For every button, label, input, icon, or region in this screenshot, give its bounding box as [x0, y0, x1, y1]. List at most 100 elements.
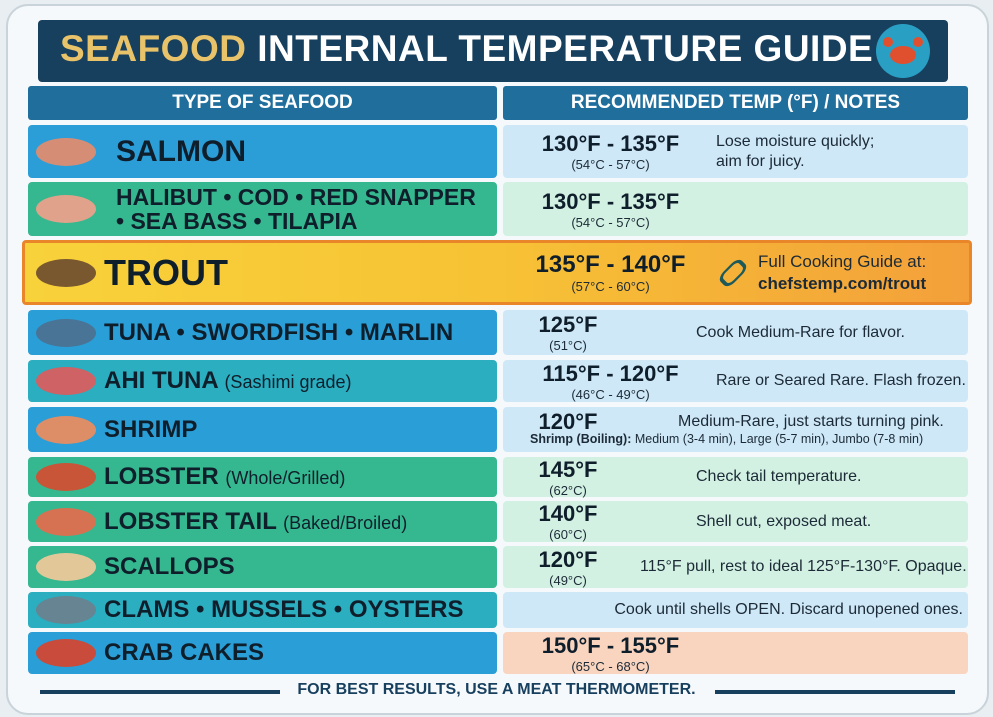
temp-f: 125°F	[538, 312, 598, 337]
footer: FOR BEST RESULTS, USE A MEAT THERMOMETER…	[297, 681, 696, 698]
temp-c: (49°C)	[549, 572, 587, 588]
notes: Full Cooking Guide at: chefstemp.com/trou…	[758, 240, 926, 305]
notes-cell	[503, 546, 968, 588]
temp-block: 145°F (62°C)	[528, 456, 608, 498]
highlight-row	[22, 240, 972, 305]
column-header: RECOMMENDED TEMP (°F) / NOTES	[503, 86, 968, 120]
title-accent: SEAFOOD	[60, 28, 247, 69]
name-cell	[28, 407, 497, 452]
seafood-name: SALMON	[116, 125, 246, 178]
temp-c: (60°C)	[549, 527, 587, 542]
notes: Lose moisture quickly; aim for juicy.	[716, 125, 874, 178]
notes-cell	[503, 182, 968, 236]
temp-f: 120°F	[538, 408, 598, 434]
seafood-name: SCALLOPS	[104, 546, 235, 588]
seafood-icon	[36, 195, 96, 223]
notes: Rare or Seared Rare. Flash frozen.	[716, 360, 966, 402]
notes-cell	[503, 310, 968, 355]
notes: Shell cut, exposed meat.	[696, 501, 871, 542]
seafood-name: TROUT	[104, 240, 228, 305]
temp-f: 145°F	[538, 456, 598, 482]
note-line: Medium-Rare, just starts turning pink.	[678, 412, 944, 430]
note-line: Shell cut, exposed meat.	[696, 512, 872, 530]
temp-c: (46°C - 49°C)	[571, 386, 650, 402]
boil-note: Shrimp (Boiling): Medium (3-4 min), Larg…	[530, 432, 923, 448]
title-rest: INTERNAL TEMPERATURE GUIDE	[257, 28, 874, 69]
temp-f: 120°F	[538, 546, 598, 572]
guide-link: chefstemp.com/trout	[758, 273, 927, 293]
seafood-name: AHI TUNA (Sashimi grade)	[104, 360, 351, 402]
seafood-icon	[36, 596, 96, 624]
seafood-name: LOBSTER (Whole/Grilled)	[104, 457, 345, 497]
temp-block: 120°F	[528, 407, 608, 436]
name-line: SHRIMP	[104, 415, 198, 443]
title-bar	[38, 20, 948, 82]
temp-c: (65°C - 68°C)	[571, 658, 650, 674]
name-line: TROUT	[104, 251, 228, 293]
temp-block: 135°F - 140°F (57°C - 60°C)	[528, 240, 693, 305]
temp-c: (51°C)	[549, 338, 587, 353]
notes: Medium-Rare, just starts turning pink.	[678, 407, 944, 436]
temp-block: 115°F - 120°F (46°C - 49°C)	[528, 360, 693, 402]
seafood-icon	[36, 639, 96, 667]
notes: Cook until shells OPEN. Discard unopened…	[614, 592, 963, 628]
temp-block: 120°F (49°C)	[528, 546, 608, 588]
name-line: LOBSTER (Whole/Grilled)	[104, 463, 346, 491]
footer-rule	[715, 690, 955, 694]
name-cell	[28, 125, 497, 178]
name-qualifier: (Baked/Broiled)	[283, 512, 408, 533]
name-line: HALIBUT • COD • RED SNAPPER	[116, 183, 476, 210]
notes: Check tail temperature.	[696, 457, 861, 497]
temp-f: 130°F - 135°F	[541, 188, 680, 214]
notes-cell	[503, 360, 968, 402]
seafood-icon	[36, 258, 96, 287]
seafood-name: CLAMS • MUSSELS • OYSTERS	[104, 592, 464, 628]
note-line: Cook until shells OPEN. Discard unopened…	[614, 601, 963, 618]
notes-cell	[503, 632, 968, 674]
notes-cell	[503, 501, 968, 542]
note-line: 115°F pull, rest to ideal 125°F-130°F. O…	[640, 558, 967, 575]
temp-f: 150°F - 155°F	[541, 632, 680, 658]
notes: Cook Medium-Rare for flavor.	[696, 310, 905, 355]
seafood-icon	[36, 553, 96, 581]
name-qualifier: (Sashimi grade)	[224, 372, 352, 393]
note-line: Full Cooking Guide at:	[758, 252, 927, 272]
temp-c: (54°C - 57°C)	[571, 214, 650, 230]
temp-c: (62°C)	[549, 482, 587, 498]
note-line: Rare or Seared Rare. Flash frozen.	[716, 372, 966, 389]
seafood-name: TUNA • SWORDFISH • MARLIN	[104, 310, 453, 355]
temp-block: 140°F (60°C)	[528, 501, 608, 542]
seafood-name: LOBSTER TAIL (Baked/Broiled)	[104, 501, 407, 542]
notes: 115°F pull, rest to ideal 125°F-130°F. O…	[640, 546, 967, 588]
seafood-icon	[36, 318, 96, 347]
name-cell	[28, 457, 497, 497]
seafood-icon	[36, 367, 96, 395]
temp-f: 135°F - 140°F	[535, 251, 686, 278]
column-header: TYPE OF SEAFOOD	[28, 86, 497, 120]
name-line: CRAB CAKES	[104, 639, 265, 667]
title: SEAFOOD INTERNAL TEMPERATURE GUIDE	[60, 28, 873, 70]
name-line: TUNA • SWORDFISH • MARLIN	[104, 318, 454, 346]
note-line: Check tail temperature.	[696, 468, 862, 485]
seafood-icon	[36, 415, 96, 444]
seafood-name: SHRIMP	[104, 407, 197, 452]
crab-icon	[876, 24, 930, 78]
name-cell	[28, 501, 497, 542]
seafood-name: HALIBUT • COD • RED SNAPPER • SEA BASS • …	[116, 182, 476, 236]
name-line: SCALLOPS	[104, 553, 235, 581]
name-cell	[28, 310, 497, 355]
temp-f: 140°F	[538, 501, 598, 526]
temp-f: 115°F - 120°F	[542, 360, 679, 386]
notes-cell	[503, 407, 968, 452]
note-line: aim for juicy.	[716, 152, 805, 170]
name-cell	[28, 546, 497, 588]
name-cell	[28, 360, 497, 402]
name-line: AHI TUNA (Sashimi grade)	[104, 367, 352, 395]
temp-block: 130°F - 135°F (54°C - 57°C)	[528, 125, 693, 178]
boil-times: Medium (3-4 min), Large (5-7 min), Jumbo…	[634, 432, 924, 446]
temp-block: 130°F - 135°F (54°C - 57°C)	[528, 182, 693, 236]
temp-c: (54°C - 57°C)	[571, 157, 650, 172]
name-qualifier: (Whole/Grilled)	[225, 468, 346, 489]
boil-label: Shrimp (Boiling):	[530, 432, 632, 446]
